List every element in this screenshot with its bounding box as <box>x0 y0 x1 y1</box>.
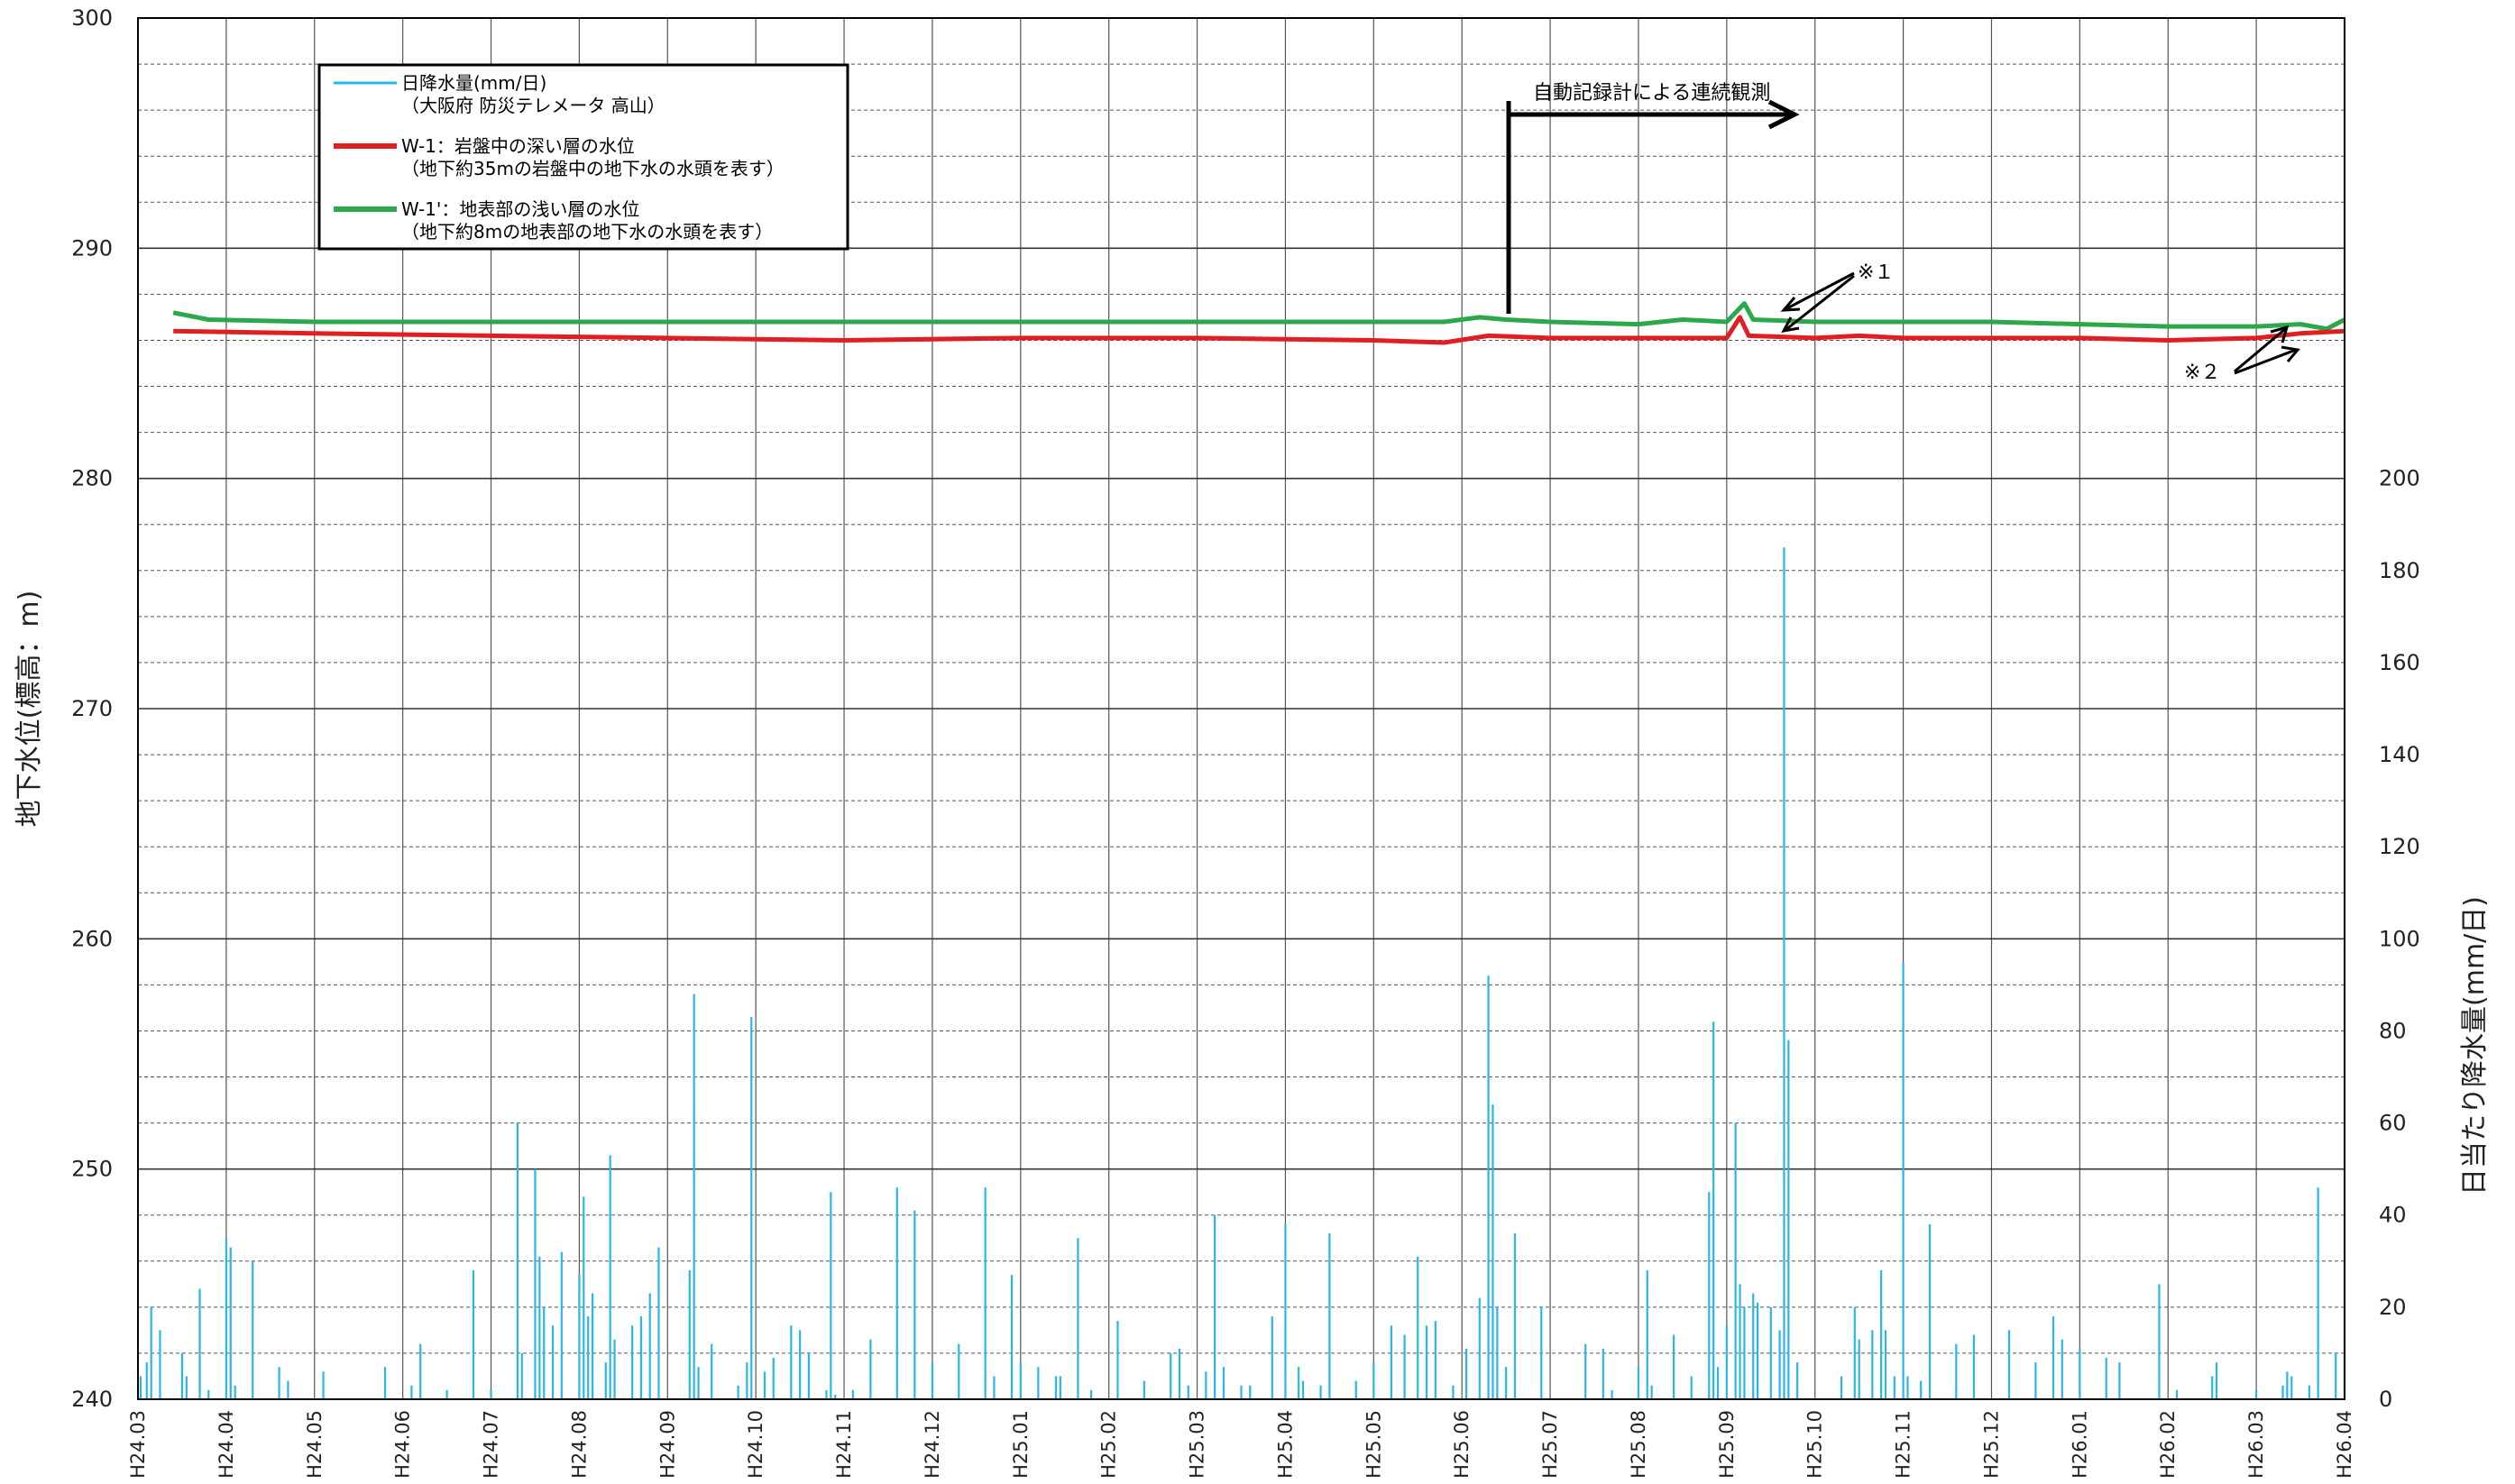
x-axis-ticks: H24.03 H24.04 H24.05 H24.06 H24.07 H24.08 H24.… <box>127 1410 2355 1479</box>
left-y-axis-ticks: 240 250 260 270 280 290 300 <box>71 5 113 1412</box>
legend-deep-line2: （地下約35mの岩盤中の地下水の水頭を表す） <box>401 158 785 179</box>
right-y-tick-label: 40 <box>2379 1203 2407 1228</box>
legend: 日降水量(mm/日) （大阪府 防災テレメータ 高山） W-1：岩盤中の深い層の… <box>317 63 849 251</box>
x-tick-label: H25.01 <box>1010 1410 1032 1479</box>
right-y-tick-label: 120 <box>2379 834 2420 859</box>
legend-rainfall-line1: 日降水量(mm/日) <box>401 72 546 94</box>
legend-box <box>317 63 849 251</box>
right-y-tick-label: 100 <box>2379 926 2420 951</box>
x-tick-label: H24.09 <box>656 1410 678 1479</box>
x-tick-label: H25.10 <box>1804 1410 1826 1479</box>
note1-arrow-upper <box>1785 271 1855 311</box>
x-tick-label: H26.01 <box>2069 1410 2090 1479</box>
left-y-tick-label: 240 <box>71 1387 113 1412</box>
auto-record-arrow-head <box>1767 99 1800 130</box>
right-y-tick-label: 160 <box>2379 650 2420 675</box>
x-tick-label: H25.02 <box>1098 1410 1120 1479</box>
plot-frame <box>137 17 2345 1400</box>
left-y-tick-label: 290 <box>71 235 113 261</box>
right-y-tick-label: 20 <box>2379 1295 2407 1320</box>
right-y-tick-label: 0 <box>2379 1387 2392 1412</box>
note2-arrow-lower <box>2234 348 2297 375</box>
x-tick-label: H24.03 <box>127 1410 149 1479</box>
x-tick-label: H25.07 <box>1539 1410 1561 1479</box>
note2-arrow-upper <box>2234 327 2286 373</box>
annotations: 自動記録計による連続観測 ※１ ※２ <box>1506 82 2300 384</box>
water-level-lines <box>172 301 2346 345</box>
x-tick-label: H25.04 <box>1274 1410 1296 1479</box>
right-y-axis-ticks: 0 20 40 60 80 100 120 140 160 180 200 <box>2379 466 2420 1412</box>
x-tick-label: H25.09 <box>1716 1410 1738 1479</box>
left-y-tick-label: 270 <box>71 696 113 721</box>
legend-deep-line1: W-1：岩盤中の深い層の水位 <box>401 135 635 157</box>
right-y-tick-label: 60 <box>2379 1111 2407 1136</box>
legend-shallow-line1: W-1'：地表部の浅い層の水位 <box>401 198 639 220</box>
note2-arrow-upper-head <box>2270 325 2290 344</box>
legend-rainfall-line2: （大阪府 防災テレメータ 高山） <box>401 95 665 116</box>
note1-label: ※１ <box>1858 261 1894 284</box>
x-tick-label: H25.06 <box>1451 1410 1473 1479</box>
x-tick-label: H26.04 <box>2334 1410 2355 1479</box>
auto-record-label: 自動記録計による連続観測 <box>1533 82 1770 105</box>
note2-arrow-lower-head <box>2281 345 2300 362</box>
right-y-tick-label: 140 <box>2379 742 2420 767</box>
x-tick-label: H24.05 <box>304 1410 326 1479</box>
legend-shallow-line2: （地下約8mの地表部の地下水の水頭を表す） <box>401 221 773 243</box>
right-y-tick-label: 80 <box>2379 1018 2407 1043</box>
x-tick-label: H25.11 <box>1893 1410 1914 1479</box>
note2-label: ※２ <box>2184 362 2220 384</box>
x-tick-label: H24.11 <box>833 1410 855 1479</box>
x-tick-label: H24.07 <box>481 1410 502 1479</box>
note1-arrow-upper-head <box>1780 297 1801 312</box>
left-y-tick-label: 300 <box>71 5 113 31</box>
right-y-axis-label: 日当たり降水量(mm/日) <box>2459 896 2491 1195</box>
water-level-series-line <box>172 301 2346 332</box>
x-tick-label: H24.10 <box>745 1410 766 1479</box>
x-tick-label: H26.02 <box>2157 1410 2179 1479</box>
x-tick-label: H26.03 <box>2245 1410 2267 1479</box>
x-tick-label: H25.03 <box>1187 1410 1208 1479</box>
left-y-tick-label: 250 <box>71 1157 113 1182</box>
x-tick-label: H25.08 <box>1628 1410 1649 1479</box>
water-level-series-line <box>173 315 2345 345</box>
x-tick-label: H25.05 <box>1363 1410 1384 1479</box>
left-y-tick-label: 260 <box>71 926 113 951</box>
right-y-tick-label: 200 <box>2379 466 2420 491</box>
x-tick-label: H24.06 <box>392 1410 414 1479</box>
note1-arrow-lower-head <box>1781 316 1800 334</box>
rainfall-bars <box>139 547 2346 1399</box>
right-y-tick-label: 180 <box>2379 558 2420 583</box>
x-tick-label: H24.04 <box>216 1410 237 1479</box>
note1-arrow-lower <box>1785 274 1855 332</box>
left-y-axis-label: 地下水位(標高：m) <box>14 591 45 828</box>
x-tick-label: H25.12 <box>1980 1410 2002 1479</box>
x-tick-label: H24.08 <box>568 1410 590 1479</box>
x-tick-label: H24.12 <box>922 1410 943 1479</box>
left-y-tick-label: 280 <box>71 466 113 491</box>
